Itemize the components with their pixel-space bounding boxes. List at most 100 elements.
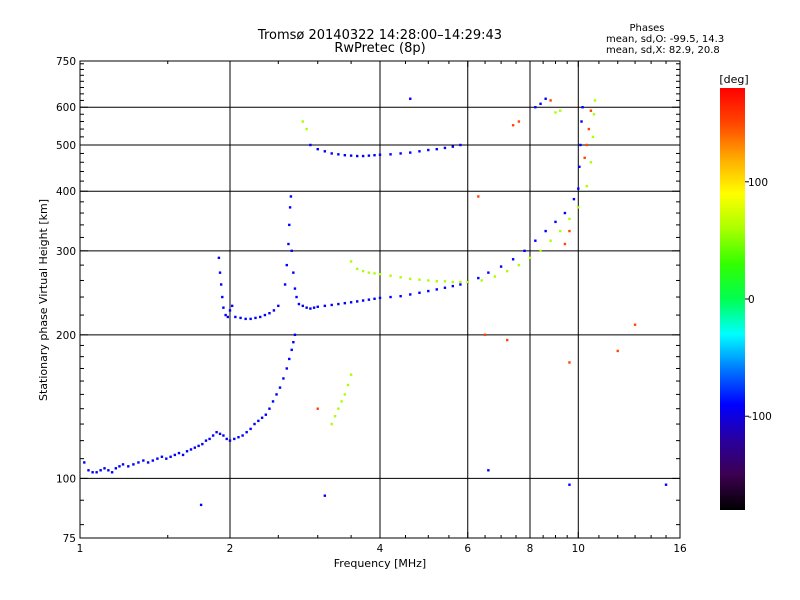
data-point	[389, 295, 392, 299]
data-point	[549, 239, 552, 242]
data-point	[330, 152, 333, 155]
data-point	[288, 206, 292, 209]
x-tick-label: 1	[77, 543, 84, 555]
data-point	[271, 400, 275, 403]
data-point	[443, 146, 447, 150]
plot-frame	[79, 60, 681, 539]
data-point	[169, 455, 172, 458]
data-point	[201, 442, 204, 446]
data-point	[142, 459, 145, 462]
data-point	[554, 220, 557, 224]
data-point	[451, 284, 455, 288]
data-point	[197, 444, 200, 448]
data-point	[568, 217, 571, 221]
data-point	[409, 97, 412, 100]
data-point	[346, 383, 350, 387]
data-point	[293, 287, 297, 290]
data-point	[189, 448, 193, 451]
data-point	[367, 154, 371, 157]
data-point	[146, 461, 150, 464]
data-point	[361, 299, 365, 302]
data-point	[173, 453, 177, 457]
x-tick-label: 8	[527, 543, 534, 555]
y-tick-label: 750	[56, 56, 76, 68]
data-point	[249, 317, 252, 321]
data-point	[477, 195, 480, 198]
data-point	[224, 313, 227, 317]
x-tick-label: 6	[464, 543, 471, 555]
data-point	[211, 434, 215, 437]
data-point	[361, 154, 365, 158]
data-point	[309, 307, 312, 310]
data-point	[554, 111, 557, 114]
data-point	[287, 242, 290, 246]
data-point	[288, 357, 291, 361]
data-point	[373, 272, 376, 275]
data-point	[511, 124, 515, 127]
data-point	[349, 301, 353, 304]
data-point	[137, 461, 140, 464]
data-point	[249, 427, 252, 431]
data-point	[288, 223, 291, 227]
data-point	[581, 106, 584, 109]
data-point	[577, 187, 580, 190]
data-point	[589, 109, 593, 112]
data-point	[539, 102, 542, 106]
data-point	[208, 437, 211, 441]
data-point	[83, 461, 86, 464]
data-point	[337, 153, 340, 156]
data-point	[254, 316, 257, 320]
data-point	[399, 294, 402, 298]
data-point	[568, 361, 571, 364]
colorbar-unit: [deg]	[719, 73, 748, 86]
data-point	[199, 503, 203, 507]
colorbar-tick-label: 0	[748, 294, 755, 306]
data-point	[633, 323, 637, 326]
data-point	[592, 113, 596, 116]
data-point	[181, 453, 185, 457]
colorbar	[720, 88, 745, 510]
data-point	[523, 249, 526, 253]
data-point	[95, 471, 98, 474]
data-point	[127, 465, 130, 468]
data-point	[505, 269, 509, 273]
data-point	[589, 161, 593, 164]
stats-o-mode: mean, sd,O: -99.5, 14.3	[606, 34, 724, 45]
data-point	[292, 340, 295, 344]
data-point	[277, 304, 280, 308]
data-point	[534, 239, 537, 242]
x-tick-label: 2	[227, 543, 234, 555]
y-tick-label: 400	[56, 186, 76, 198]
data-point	[193, 446, 197, 449]
data-point	[361, 269, 365, 273]
data-point	[99, 469, 102, 472]
data-point	[297, 302, 301, 306]
data-point	[499, 265, 503, 268]
data-point	[330, 422, 333, 426]
data-point	[477, 276, 480, 280]
data-point	[459, 280, 462, 284]
data-point	[427, 279, 430, 282]
data-point	[121, 463, 125, 466]
data-point	[480, 279, 483, 282]
data-point	[435, 288, 438, 291]
data-point	[217, 256, 221, 260]
data-point	[435, 147, 438, 151]
data-point	[511, 258, 515, 261]
y-tick-label: 300	[56, 246, 76, 258]
data-point	[549, 99, 552, 102]
x-tick-label: 10	[572, 543, 585, 555]
data-point	[585, 184, 588, 188]
data-point	[244, 317, 247, 321]
data-point	[505, 338, 509, 342]
data-point	[103, 467, 106, 470]
data-point	[225, 437, 228, 441]
data-point	[568, 483, 571, 486]
data-point	[285, 367, 288, 370]
data-point	[218, 432, 222, 436]
data-point	[349, 373, 353, 376]
data-point	[295, 295, 298, 299]
data-point	[337, 302, 340, 306]
data-point	[241, 434, 244, 437]
data-point	[177, 451, 181, 455]
